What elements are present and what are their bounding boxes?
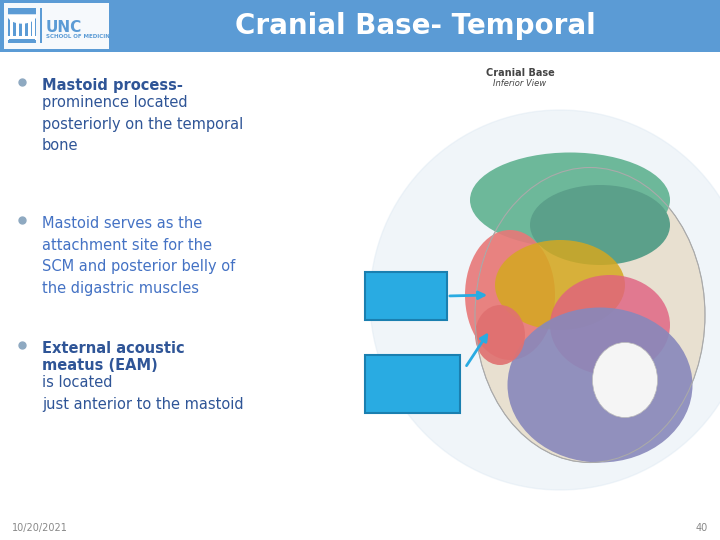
Circle shape [370, 110, 720, 490]
Text: SCHOOL OF MEDICINE: SCHOOL OF MEDICINE [46, 34, 114, 39]
Text: Mastoid serves as the
attachment site for the
SCM and posterior belly of
the dig: Mastoid serves as the attachment site fo… [42, 216, 235, 296]
Bar [40, 8, 42, 43]
Text: Cranial Base- Temporal: Cranial Base- Temporal [235, 12, 595, 40]
Bar [28, 15, 31, 37]
Text: UNC: UNC [46, 20, 82, 35]
Bar [16, 15, 19, 37]
Ellipse shape [470, 152, 670, 247]
Polygon shape [8, 15, 36, 23]
Bar [0, 0, 720, 52]
Ellipse shape [495, 240, 625, 330]
Bar [9, 39, 35, 42]
Ellipse shape [475, 305, 525, 365]
Bar [4, 3, 109, 49]
Bar [365, 272, 447, 320]
Text: Mastoid process-: Mastoid process- [42, 78, 183, 93]
Text: External acoustic
meatus (EAM): External acoustic meatus (EAM) [42, 341, 184, 373]
Ellipse shape [508, 307, 693, 462]
Ellipse shape [475, 167, 705, 462]
Bar [22, 15, 25, 37]
Bar [32, 15, 35, 37]
Ellipse shape [550, 275, 670, 375]
Bar [8, 8, 36, 43]
Text: 10/20/2021: 10/20/2021 [12, 523, 68, 533]
Text: Inferior View: Inferior View [493, 79, 546, 88]
Bar [7, 36, 37, 40]
Text: is located
just anterior to the mastoid: is located just anterior to the mastoid [42, 375, 243, 411]
Ellipse shape [465, 230, 555, 360]
Text: 40: 40 [696, 523, 708, 533]
Text: Cranial Base: Cranial Base [485, 68, 554, 78]
Bar [365, 355, 460, 413]
Ellipse shape [593, 342, 657, 417]
Text: prominence located
posteriorly on the temporal
bone: prominence located posteriorly on the te… [42, 95, 243, 153]
Ellipse shape [530, 185, 670, 265]
Bar [10, 15, 13, 37]
